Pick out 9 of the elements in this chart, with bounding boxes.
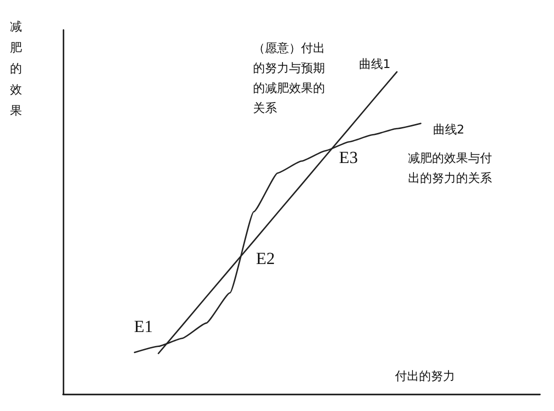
annotation: E1 (134, 317, 153, 336)
series-label: 曲线2 (432, 122, 464, 136)
y-axis-title: 减肥的效果 (10, 20, 22, 118)
annotation: E2 (256, 249, 275, 268)
annotation: E3 (339, 148, 358, 167)
x-axis-title: 付出的努力 (394, 369, 455, 383)
series-label: 曲线1 (358, 56, 391, 71)
annotation: （愿意）付出的努力与预期的减肥效果的关系 (253, 41, 325, 115)
annotation: 减肥的效果与付出的努力的关系 (408, 151, 492, 185)
